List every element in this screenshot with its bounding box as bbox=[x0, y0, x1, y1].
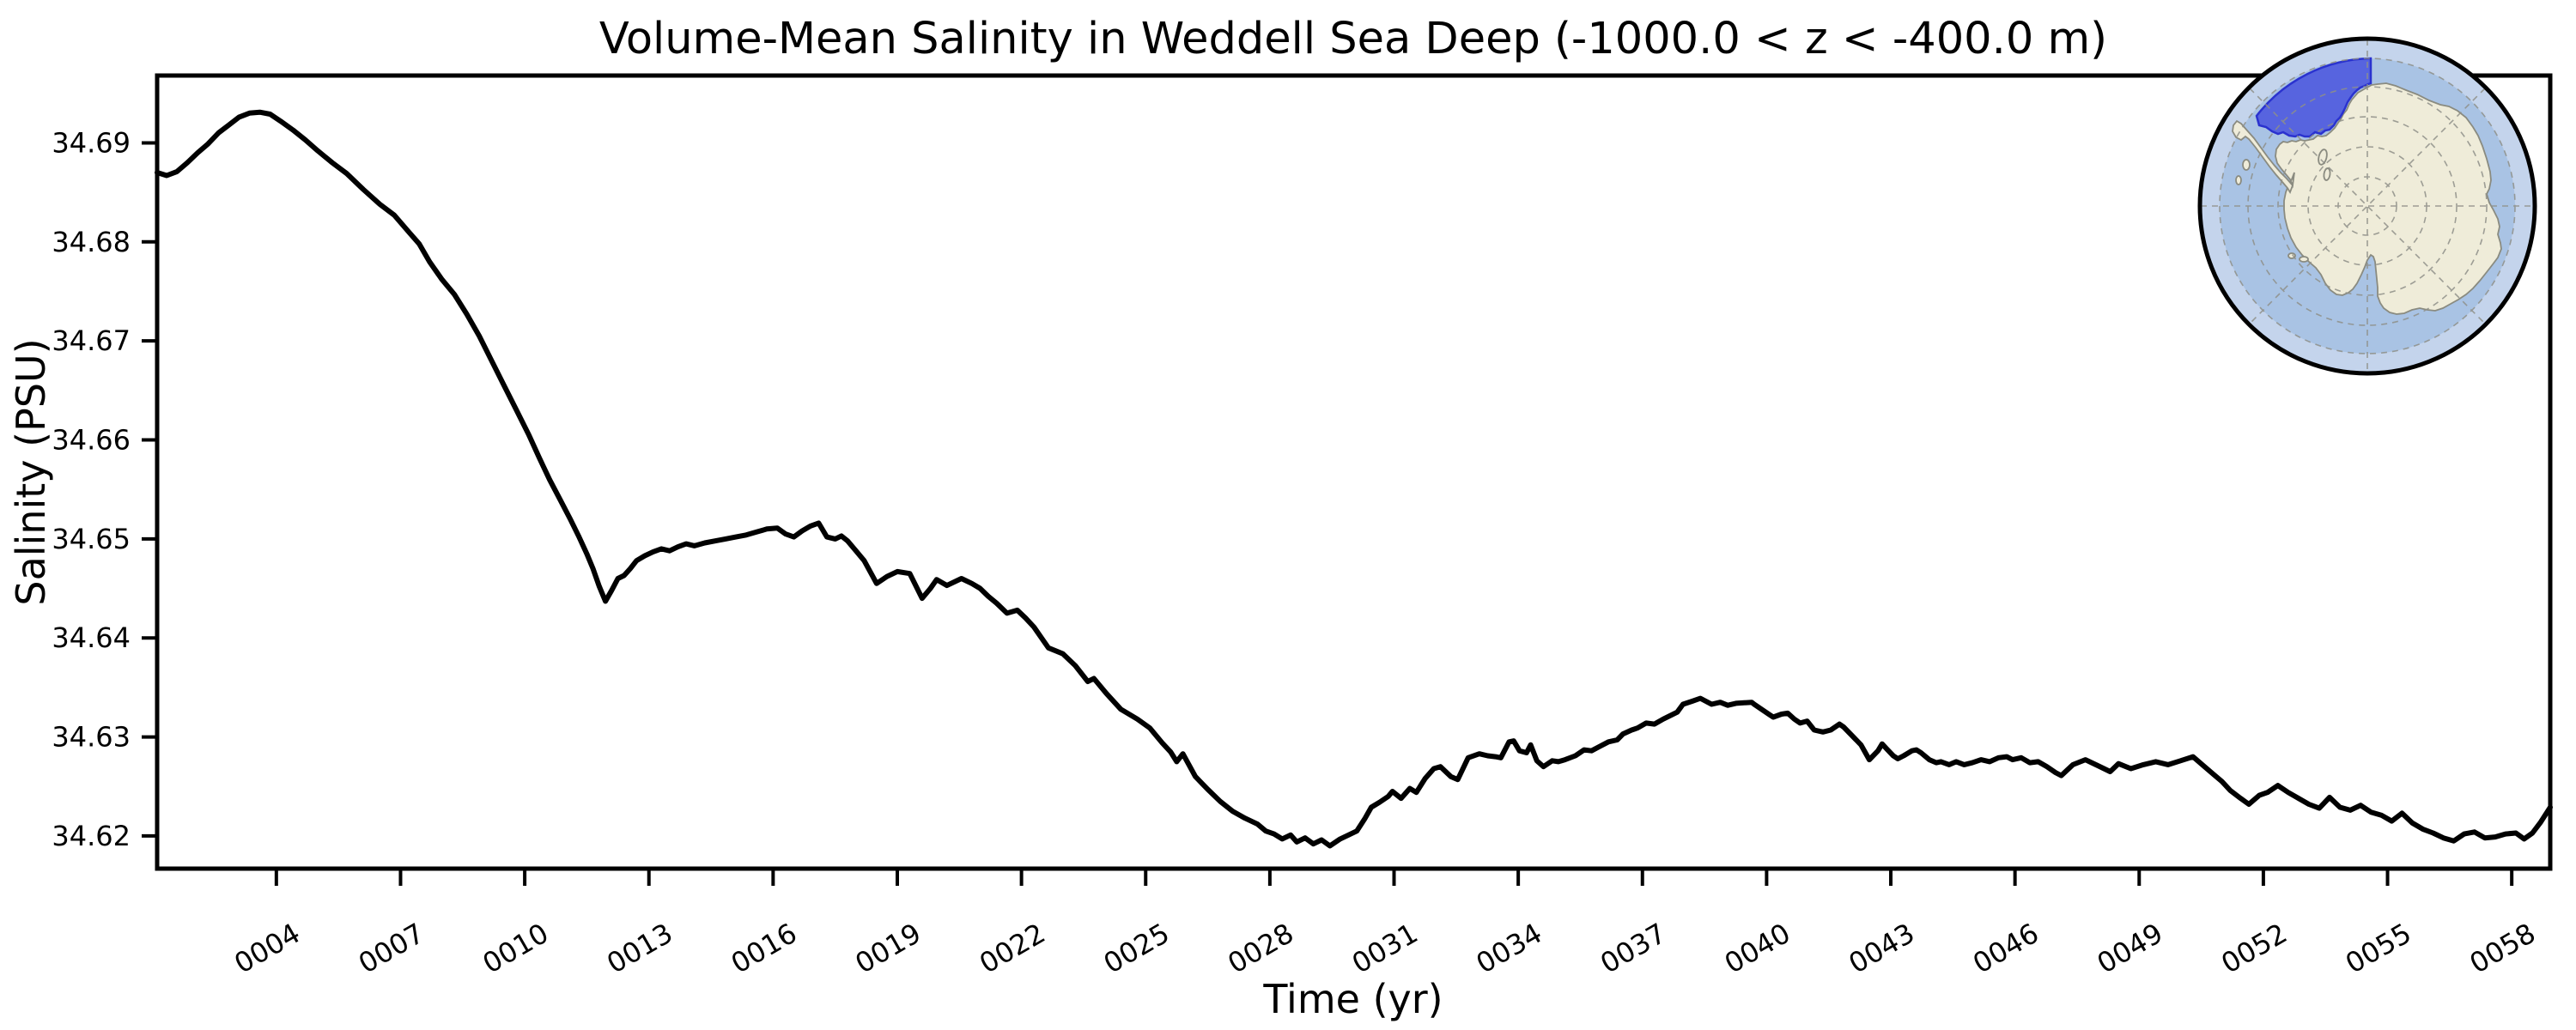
island bbox=[2323, 167, 2331, 181]
y-tick-label: 34.66 bbox=[52, 424, 131, 457]
x-tick-label: 0052 bbox=[2215, 917, 2293, 980]
x-tick-label: 0016 bbox=[726, 917, 803, 980]
globe-border bbox=[2197, 36, 2537, 376]
y-tick-label: 34.68 bbox=[52, 226, 131, 258]
x-tick-label: 0004 bbox=[228, 917, 306, 980]
weddell-sea-region-highlight bbox=[2255, 57, 2372, 138]
island bbox=[2299, 256, 2309, 263]
island bbox=[2242, 159, 2251, 171]
x-axis-ticks: 0004 0007 0010 0013 0016 0019 0022 0025 0028 0031… bbox=[228, 869, 2541, 980]
x-tick-label: 0007 bbox=[353, 917, 430, 980]
y-tick-label: 34.63 bbox=[52, 721, 131, 754]
graticule bbox=[2202, 40, 2533, 372]
y-tick-label: 34.67 bbox=[52, 324, 131, 357]
x-tick-label: 0058 bbox=[2464, 917, 2542, 980]
y-tick-label: 34.64 bbox=[52, 621, 131, 654]
x-tick-label: 0055 bbox=[2340, 917, 2417, 980]
x-tick-label: 0010 bbox=[477, 917, 555, 980]
y-tick-label: 34.62 bbox=[52, 820, 131, 852]
plot-border bbox=[155, 73, 2553, 871]
x-tick-label: 0040 bbox=[1719, 917, 1796, 980]
x-tick-label: 0031 bbox=[1346, 917, 1424, 980]
antarctic-peninsula bbox=[2232, 119, 2294, 195]
x-axis-label: Time (yr) bbox=[1262, 976, 1443, 1022]
x-tick-label: 0034 bbox=[1471, 917, 1548, 980]
x-tick-label: 0022 bbox=[974, 917, 1051, 980]
salinity-line-series bbox=[155, 109, 2553, 849]
antarctica-landmass bbox=[2275, 82, 2502, 315]
x-tick-label: 0046 bbox=[1967, 917, 2044, 980]
x-tick-label: 0037 bbox=[1595, 917, 1672, 980]
x-tick-label: 0049 bbox=[2092, 917, 2169, 980]
x-tick-label: 0019 bbox=[849, 917, 927, 980]
chart-title: Volume-Mean Salinity in Weddell Sea Deep… bbox=[599, 14, 2107, 64]
x-tick-label: 0013 bbox=[601, 917, 678, 980]
y-axis-label: Salinity (PSU) bbox=[8, 338, 54, 605]
island bbox=[2318, 148, 2328, 166]
x-tick-label: 0028 bbox=[1222, 917, 1299, 980]
y-tick-label: 34.69 bbox=[52, 126, 131, 159]
x-tick-label: 0043 bbox=[1843, 917, 1920, 980]
x-tick-label: 0025 bbox=[1098, 917, 1176, 980]
y-tick-label: 34.65 bbox=[52, 523, 131, 555]
island bbox=[2235, 175, 2242, 185]
y-axis-ticks: 34.62 34.63 34.64 34.65 34.66 34.67 34.68 34.69 bbox=[52, 126, 157, 852]
antarctica-inset-map bbox=[2197, 36, 2537, 376]
